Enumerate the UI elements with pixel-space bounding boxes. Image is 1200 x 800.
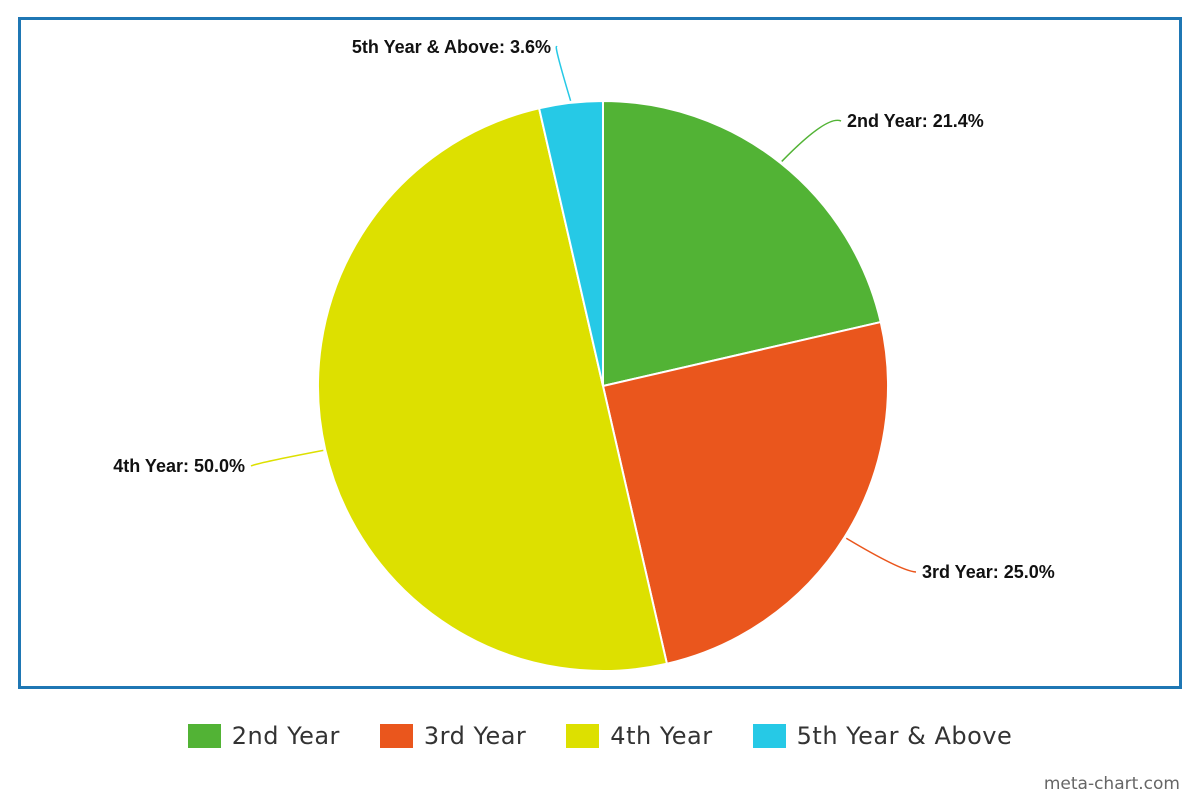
legend-swatch xyxy=(187,724,221,748)
pie-chart: 2nd Year: 21.4% 3rd Year: 25.0% 4th Year: … xyxy=(113,37,1055,672)
legend-swatch xyxy=(752,724,786,748)
legend-item[interactable]: 4th Year xyxy=(566,722,712,750)
legend-label: 3rd Year xyxy=(423,722,527,750)
chart-frame: 2nd Year: 21.4% 3rd Year: 25.0% 4th Year: … xyxy=(18,17,1182,689)
credit-text[interactable]: meta-chart.com xyxy=(1043,774,1180,794)
pie-slice[interactable] xyxy=(317,107,669,672)
slice-label: 3rd Year: 25.0% xyxy=(922,562,1055,582)
legend-item[interactable]: 3rd Year xyxy=(379,722,527,750)
leader-line xyxy=(781,119,842,162)
legend-item[interactable]: 5th Year & Above xyxy=(752,722,1013,750)
slice-label: 4th Year: 50.0% xyxy=(113,456,245,476)
legend-item[interactable]: 2nd Year xyxy=(187,722,340,750)
legend: 2nd Year 3rd Year 4th Year 5th Year & Above xyxy=(0,722,1200,750)
leader-line xyxy=(845,537,917,573)
leader-line xyxy=(250,449,324,467)
pie-slice[interactable] xyxy=(601,320,889,665)
slice-label: 5th Year & Above: 3.6% xyxy=(352,37,551,57)
leader-line xyxy=(555,45,572,102)
pie-slice[interactable] xyxy=(602,99,882,388)
legend-swatch xyxy=(566,724,600,748)
legend-label: 2nd Year xyxy=(231,722,340,750)
legend-label: 4th Year xyxy=(610,722,713,750)
pie-slice[interactable] xyxy=(537,99,604,387)
slice-label: 2nd Year: 21.4% xyxy=(847,111,984,131)
legend-label: 5th Year & Above xyxy=(796,722,1013,750)
legend-swatch xyxy=(379,724,413,748)
